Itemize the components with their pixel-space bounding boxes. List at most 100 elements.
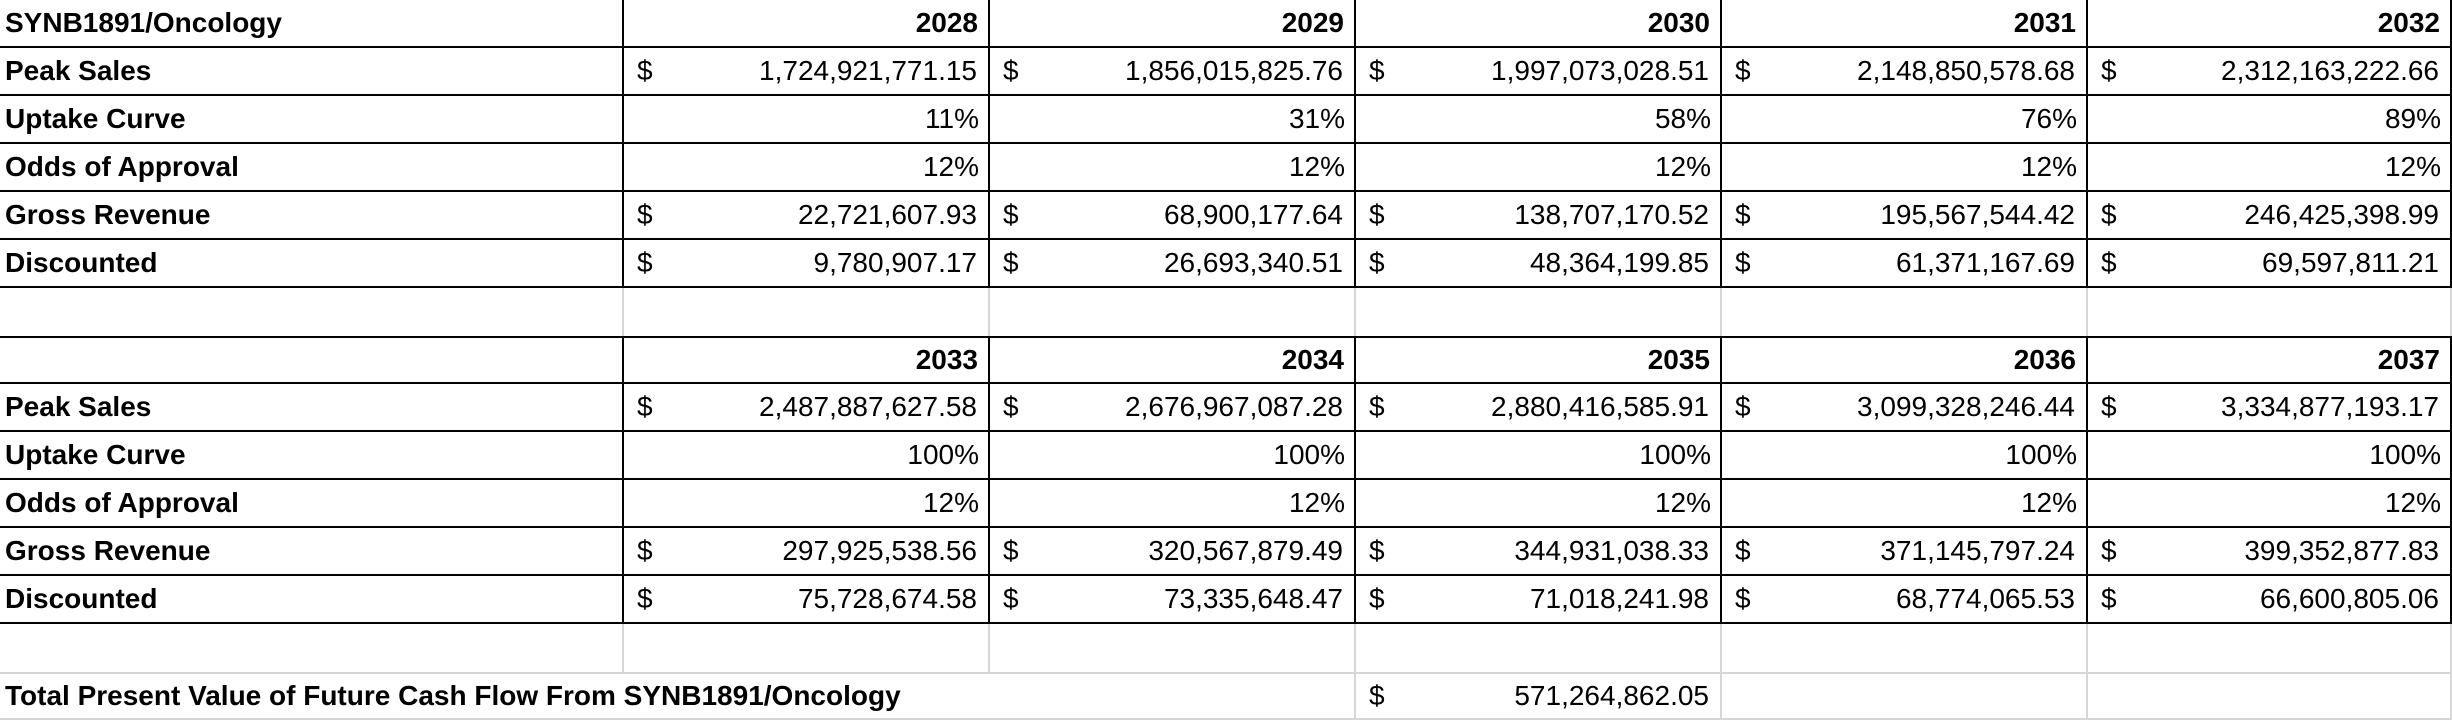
t1-odds-2032-cell[interactable]: 12%	[2086, 144, 2452, 190]
cell-value: 73,335,648.47	[1163, 583, 1343, 614]
t2-peak-sales-label[interactable]: Peak Sales	[5, 391, 152, 422]
t1-peak-sales-2032-cell[interactable]: $2,312,163,222.66	[2086, 48, 2452, 94]
t1-year-2028[interactable]: 2028	[622, 0, 988, 46]
t2-peak-sales-2033-cell[interactable]: $2,487,887,627.58	[622, 384, 988, 430]
t2-gross-2036-cell[interactable]: $371,145,797.24	[1720, 528, 2086, 574]
t1-uptake-2031-cell[interactable]: 76%	[1720, 96, 2086, 142]
t2-odds-2034-cell[interactable]: 12%	[988, 480, 1354, 526]
t1-odds-label[interactable]: Odds of Approval	[5, 151, 239, 182]
t2-uptake-curve-label[interactable]: Uptake Curve	[5, 439, 186, 470]
dollar-sign: $	[637, 247, 653, 278]
t1-odds-2030-cell[interactable]: 12%	[1354, 144, 1720, 190]
t2-peak-sales-2037-cell[interactable]: $3,334,877,193.17	[2086, 384, 2452, 430]
t2-odds-2033-cell[interactable]: 12%	[622, 480, 988, 526]
t1-uptake-2030-cell[interactable]: 58%	[1354, 96, 1720, 142]
cell-value: 61,371,167.69	[1895, 247, 2075, 278]
t2-discounted-2034-cell[interactable]: $73,335,648.47	[988, 576, 1354, 622]
t1-uptake-2032-cell[interactable]: 89%	[2086, 96, 2452, 142]
t1-year-2032[interactable]: 2032	[2086, 0, 2452, 46]
t1-year-2030[interactable]: 2030	[1354, 0, 1720, 46]
dollar-sign: $	[1735, 247, 1751, 278]
total-empty-cell[interactable]	[988, 674, 1354, 718]
t1-uptake-2028-cell[interactable]: 11%	[622, 96, 988, 142]
t1-peak-sales-2030-cell[interactable]: $1,997,073,028.51	[1354, 48, 1720, 94]
table1-gross-revenue-row: Gross Revenue $22,721,607.93 $68,900,177…	[0, 192, 2452, 240]
t2-peak-sales-2034-cell[interactable]: $2,676,967,087.28	[988, 384, 1354, 430]
t2-odds-2035-cell[interactable]: 12%	[1354, 480, 1720, 526]
table1-uptake-curve-row: Uptake Curve 11% 31% 58% 76% 89%	[0, 96, 2452, 144]
t1-peak-sales-2031-cell[interactable]: $2,148,850,578.68	[1720, 48, 2086, 94]
cell-value: 2,148,850,578.68	[1857, 55, 2075, 86]
t2-odds-2036-cell[interactable]: 12%	[1720, 480, 2086, 526]
t1-odds-2031-cell[interactable]: 12%	[1720, 144, 2086, 190]
t1-year-2031[interactable]: 2031	[1720, 0, 2086, 46]
dollar-sign: $	[1369, 55, 1385, 86]
dollar-sign: $	[2101, 199, 2117, 230]
t2-gross-2034-cell[interactable]: $320,567,879.49	[988, 528, 1354, 574]
t1-discounted-2031-cell[interactable]: $61,371,167.69	[1720, 240, 2086, 286]
t1-discounted-label[interactable]: Discounted	[5, 247, 158, 278]
t2-uptake-2035-cell[interactable]: 100%	[1354, 432, 1720, 478]
t1-discounted-2028-cell[interactable]: $9,780,907.17	[622, 240, 988, 286]
t2-uptake-2036-cell[interactable]: 100%	[1720, 432, 2086, 478]
total-value-cell[interactable]: $571,264,862.05	[1354, 674, 1720, 718]
table2-peak-sales-row: Peak Sales $2,487,887,627.58 $2,676,967,…	[0, 384, 2452, 432]
total-empty-cell[interactable]	[2086, 674, 2452, 718]
t2-peak-sales-2035-cell[interactable]: $2,880,416,585.91	[1354, 384, 1720, 430]
cell-value: 2,487,887,627.58	[759, 391, 977, 422]
t1-peak-sales-2029-cell[interactable]: $1,856,015,825.76	[988, 48, 1354, 94]
total-empty-cell[interactable]	[1720, 674, 2086, 718]
gap-cell	[2086, 624, 2452, 672]
total-label[interactable]: Total Present Value of Future Cash Flow …	[5, 680, 901, 711]
dollar-sign: $	[2101, 55, 2117, 86]
t2-gross-2035-cell[interactable]: $344,931,038.33	[1354, 528, 1720, 574]
t2-discounted-2037-cell[interactable]: $66,600,805.06	[2086, 576, 2452, 622]
t2-header-empty[interactable]	[0, 338, 622, 382]
t1-gross-2030-cell[interactable]: $138,707,170.52	[1354, 192, 1720, 238]
t2-gross-2037-cell[interactable]: $399,352,877.83	[2086, 528, 2452, 574]
t2-discounted-2035-cell[interactable]: $71,018,241.98	[1354, 576, 1720, 622]
t1-odds-2029-cell[interactable]: 12%	[988, 144, 1354, 190]
cell-value: 48,364,199.85	[1529, 247, 1709, 278]
t2-uptake-2037-cell[interactable]: 100%	[2086, 432, 2452, 478]
cell-value: 297,925,538.56	[782, 535, 977, 566]
cell-value: 9,780,907.17	[813, 247, 978, 278]
t2-peak-sales-2036-cell[interactable]: $3,099,328,246.44	[1720, 384, 2086, 430]
t1-discounted-2032-cell[interactable]: $69,597,811.21	[2086, 240, 2452, 286]
t2-year-2036[interactable]: 2036	[1720, 338, 2086, 382]
dollar-sign: $	[1369, 535, 1385, 566]
t2-uptake-2034-cell[interactable]: 100%	[988, 432, 1354, 478]
t2-year-2034[interactable]: 2034	[988, 338, 1354, 382]
t2-year-2035[interactable]: 2035	[1354, 338, 1720, 382]
dollar-sign: $	[1003, 247, 1019, 278]
t2-gross-revenue-label[interactable]: Gross Revenue	[5, 535, 211, 566]
t1-uptake-2029-cell[interactable]: 31%	[988, 96, 1354, 142]
t1-discounted-2030-cell[interactable]: $48,364,199.85	[1354, 240, 1720, 286]
t1-gross-2028-cell[interactable]: $22,721,607.93	[622, 192, 988, 238]
sheet-title[interactable]: SYNB1891/Oncology	[5, 7, 282, 38]
t2-odds-label[interactable]: Odds of Approval	[5, 487, 239, 518]
t1-peak-sales-label[interactable]: Peak Sales	[5, 55, 152, 86]
t2-discounted-label[interactable]: Discounted	[5, 583, 158, 614]
t1-odds-2028-cell[interactable]: 12%	[622, 144, 988, 190]
t2-uptake-2033-cell[interactable]: 100%	[622, 432, 988, 478]
t2-odds-2037-cell[interactable]: 12%	[2086, 480, 2452, 526]
cell-value: 66,600,805.06	[2259, 583, 2439, 614]
t2-discounted-2033-cell[interactable]: $75,728,674.58	[622, 576, 988, 622]
t1-uptake-curve-label[interactable]: Uptake Curve	[5, 103, 186, 134]
t1-discounted-2029-cell[interactable]: $26,693,340.51	[988, 240, 1354, 286]
table2-gross-revenue-row: Gross Revenue $297,925,538.56 $320,567,8…	[0, 528, 2452, 576]
t1-gross-2029-cell[interactable]: $68,900,177.64	[988, 192, 1354, 238]
t1-peak-sales-2028-cell[interactable]: $1,724,921,771.15	[622, 48, 988, 94]
cell-value: 75,728,674.58	[797, 583, 977, 614]
dollar-sign: $	[1369, 247, 1385, 278]
dollar-sign: $	[637, 199, 653, 230]
t1-gross-2031-cell[interactable]: $195,567,544.42	[1720, 192, 2086, 238]
t1-gross-revenue-label[interactable]: Gross Revenue	[5, 199, 211, 230]
t2-year-2033[interactable]: 2033	[622, 338, 988, 382]
t1-year-2029[interactable]: 2029	[988, 0, 1354, 46]
t2-year-2037[interactable]: 2037	[2086, 338, 2452, 382]
t1-gross-2032-cell[interactable]: $246,425,398.99	[2086, 192, 2452, 238]
t2-discounted-2036-cell[interactable]: $68,774,065.53	[1720, 576, 2086, 622]
t2-gross-2033-cell[interactable]: $297,925,538.56	[622, 528, 988, 574]
